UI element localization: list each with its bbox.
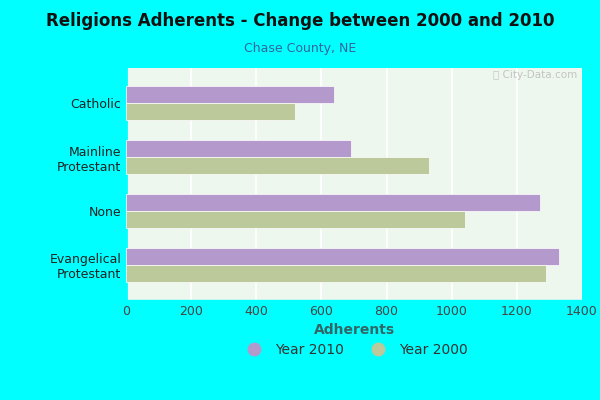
Text: Religions Adherents - Change between 2000 and 2010: Religions Adherents - Change between 200… (46, 12, 554, 30)
Legend: Year 2010, Year 2000: Year 2010, Year 2000 (235, 338, 473, 363)
Bar (126, 248, 559, 265)
Text: Chase County, NE: Chase County, NE (244, 42, 356, 55)
Bar (126, 194, 539, 211)
Bar (126, 103, 295, 120)
Bar (126, 211, 465, 228)
Text: ⓘ City-Data.com: ⓘ City-Data.com (493, 70, 577, 80)
X-axis label: Adherents: Adherents (313, 324, 395, 338)
Bar (126, 265, 546, 282)
Bar (126, 157, 429, 174)
Bar (126, 86, 334, 103)
Bar (126, 140, 351, 157)
